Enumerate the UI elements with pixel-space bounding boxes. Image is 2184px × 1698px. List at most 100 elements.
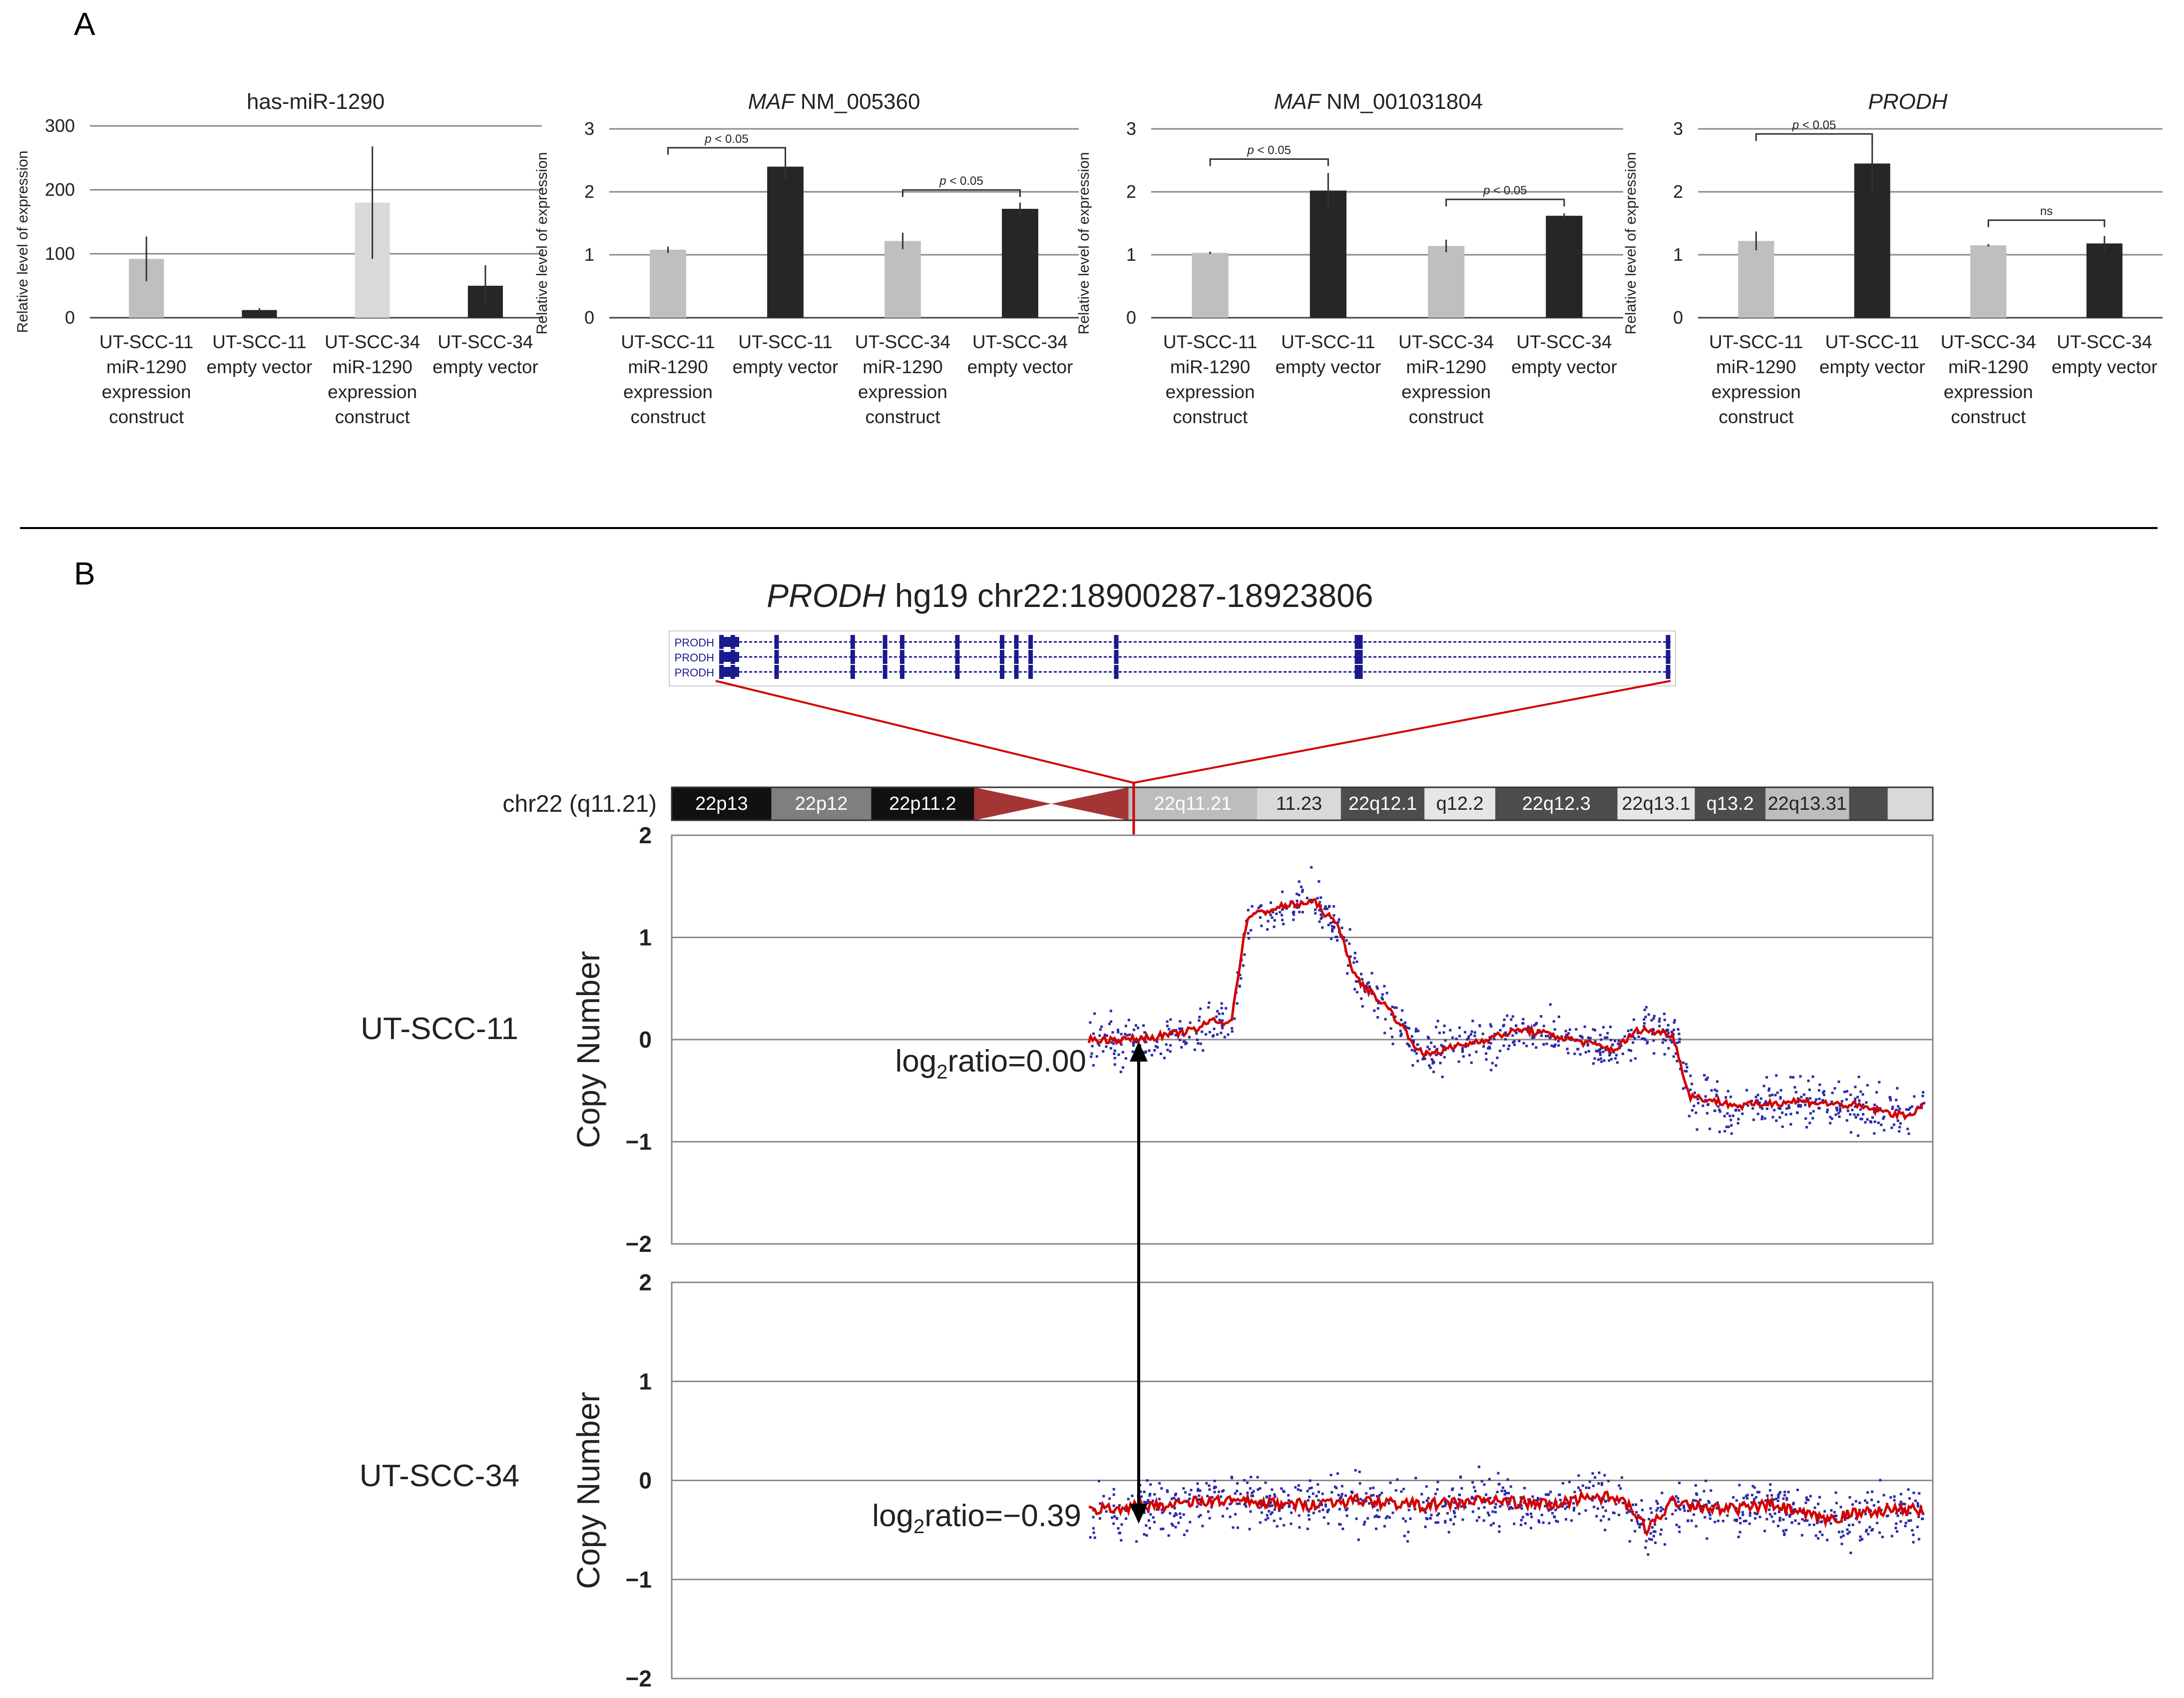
probe-dot [1396,1478,1399,1481]
probe-dot [1296,906,1299,909]
probe-dot [1837,1112,1840,1115]
probe-dot [1845,1098,1848,1101]
probe-dot [1628,1510,1631,1513]
probe-dot [1108,1022,1111,1025]
chart-title: MAF NM_001031804 [1274,89,1483,114]
probe-dot [1196,1482,1199,1485]
probe-dot [1641,1523,1644,1526]
probe-dot [1428,1048,1431,1051]
probe-dot [1269,1494,1272,1497]
probe-dot [1709,1514,1712,1517]
probe-dot [1105,1510,1108,1513]
probe-dot [1197,1498,1200,1501]
probe-dot [1880,1124,1883,1127]
probe-dot [1892,1123,1895,1126]
probe-dot [1100,1025,1103,1028]
probe-dot [1452,1510,1455,1513]
probe-dot [1592,1062,1595,1065]
exon [774,635,779,649]
exon [774,665,779,679]
probe-dot [1818,1098,1821,1101]
probe-dot [1337,1494,1340,1497]
probe-dot [1093,1536,1096,1539]
probe-dot [1896,1530,1899,1533]
probe-dot [1531,1495,1534,1498]
probe-dot [1547,1509,1550,1512]
probe-dot [1742,1497,1745,1500]
probe-dot [1499,1050,1502,1053]
probe-dot [1548,1522,1551,1525]
exon [1114,665,1119,679]
probe-dot [1523,1487,1526,1490]
probe-dot [1675,1052,1678,1055]
probe-dot [1540,1514,1543,1517]
probe-dot [1670,1041,1673,1044]
probe-dot [1331,921,1334,924]
probe-dot [1587,1036,1590,1039]
probe-dot [1650,1511,1653,1514]
probe-dot [1704,1095,1707,1098]
probe-dot [1890,1126,1893,1129]
probe-dot [1441,1076,1444,1079]
probe-dot [1231,1027,1234,1030]
probe-dot [1730,1124,1733,1127]
probe-dot [1531,1043,1534,1046]
probe-dot [1854,1098,1857,1101]
probe-dot [1682,1504,1685,1507]
category-label: UT-SCC-11 [1281,332,1375,352]
probe-dot [1649,1507,1652,1510]
probe-dot [1758,1101,1761,1104]
probe-dot [1175,1513,1178,1516]
probe-dot [1684,1086,1687,1089]
chromosome-band [1495,787,1618,820]
probe-dot [1188,1493,1191,1496]
probe-dot [1139,1490,1142,1493]
probe-dot [1166,1049,1169,1052]
probe-dot [1147,1519,1150,1522]
probe-dot [1741,1511,1744,1514]
probe-dot [1918,1492,1921,1495]
probe-dot [1620,1044,1623,1047]
probe-dot [1670,1031,1673,1034]
probe-dot [1266,1514,1269,1517]
category-label: miR-1290 [1406,357,1486,377]
probe-dot [1530,1512,1533,1515]
probe-dot [1113,1063,1116,1066]
probe-dot [1243,953,1246,956]
probe-dot [1301,890,1304,893]
probe-dot [1609,1026,1612,1029]
probe-dot [1127,1498,1130,1501]
probe-dot [1488,1047,1491,1050]
probe-dot [1208,1488,1211,1491]
probe-dot [1913,1095,1916,1098]
category-label: miR-1290 [1170,357,1250,377]
probe-dot [1671,1513,1674,1516]
probe-dot [1663,1053,1666,1056]
significance-bracket [1209,158,1329,166]
probe-dot [1665,1517,1668,1520]
probe-dot [1678,1530,1681,1533]
probe-dot [1448,1495,1451,1498]
probe-dot [1348,928,1351,931]
probe-dot [1462,1055,1465,1058]
probe-dot [1601,1482,1604,1485]
probe-dot [1661,1491,1664,1494]
probe-dot [1436,1488,1439,1491]
probe-dot [1561,1482,1564,1485]
probe-dot [1753,1512,1756,1515]
probe-dot [1408,1045,1411,1048]
probe-dot [1751,1485,1754,1488]
probe-dot [1858,1099,1861,1102]
probe-dot [1092,1032,1095,1035]
probe-dot [1109,1010,1112,1013]
probe-dot [1373,1515,1376,1518]
probe-dot [1579,1489,1582,1492]
probe-dot [1361,1005,1364,1008]
probe-dot [1272,911,1275,914]
probe-dot [1475,1519,1478,1522]
probe-dot [1433,1045,1436,1048]
probe-dot [1380,1492,1383,1495]
probe-dot [1806,1519,1809,1522]
probe-dot [1773,1512,1776,1515]
probe-dot [1482,1519,1485,1522]
